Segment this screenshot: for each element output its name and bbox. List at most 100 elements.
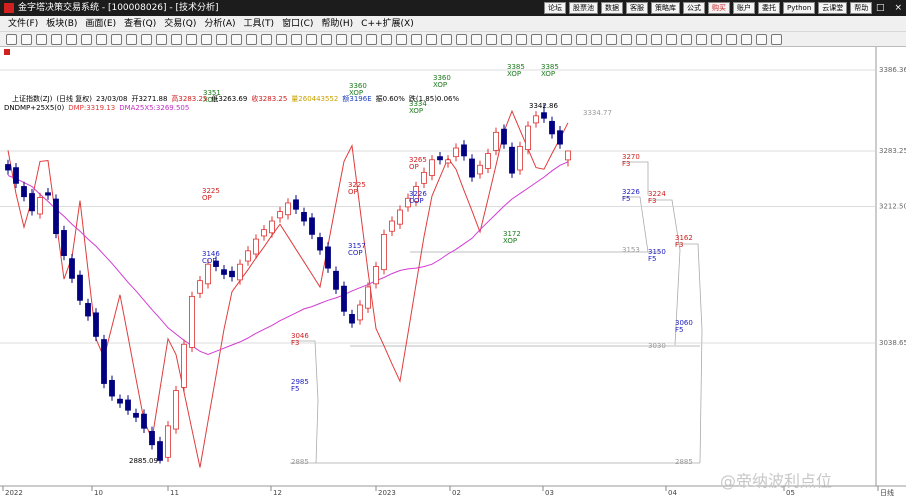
fib-tag: COP	[202, 257, 217, 265]
top-button[interactable]: 云课堂	[818, 2, 848, 14]
fib-tag: XOP	[409, 107, 423, 115]
fib-tag: F5	[622, 195, 630, 203]
x-tick-label: 10	[94, 489, 103, 497]
top-button[interactable]: 策略库	[651, 2, 680, 14]
candle-body	[293, 199, 299, 210]
fib-value: 3146	[202, 250, 220, 258]
tool-button[interactable]	[246, 34, 257, 45]
top-button[interactable]: 委托	[758, 2, 780, 14]
tool-button[interactable]	[366, 34, 377, 45]
tool-button[interactable]	[411, 34, 422, 45]
tool-button[interactable]	[336, 34, 347, 45]
top-button[interactable]: Python	[783, 2, 816, 14]
tool-button[interactable]	[771, 34, 782, 45]
top-button[interactable]: 公式	[683, 2, 705, 14]
tool-button[interactable]	[621, 34, 632, 45]
tool-button[interactable]	[561, 34, 572, 45]
tool-button[interactable]	[36, 34, 47, 45]
top-button[interactable]: 购买	[708, 2, 730, 14]
minimize[interactable]: –	[861, 3, 866, 13]
candle-body	[77, 274, 83, 301]
tool-button[interactable]	[486, 34, 497, 45]
tool-button[interactable]	[756, 34, 767, 45]
candle-body	[397, 209, 403, 225]
tool-button[interactable]	[156, 34, 167, 45]
indicator-item: DNDMP+25X5(0)	[4, 104, 65, 112]
tool-button[interactable]	[636, 34, 647, 45]
tool-button[interactable]	[651, 34, 662, 45]
tool-button[interactable]	[261, 34, 272, 45]
top-button[interactable]: 论坛	[544, 2, 566, 14]
tool-button[interactable]	[546, 34, 557, 45]
top-button[interactable]: 帮助	[850, 2, 873, 14]
fib-brackets	[290, 161, 703, 464]
tool-button[interactable]	[531, 34, 542, 45]
tool-button[interactable]	[111, 34, 122, 45]
tool-button[interactable]	[381, 34, 392, 45]
menu-item[interactable]: 交易(Q)	[164, 19, 197, 29]
tool-button[interactable]	[201, 34, 212, 45]
candle-body	[93, 312, 99, 337]
tool-button[interactable]	[276, 34, 287, 45]
tool-button[interactable]	[51, 34, 62, 45]
top-button[interactable]: 账户	[733, 2, 755, 14]
tool-button[interactable]	[396, 34, 407, 45]
menu-item[interactable]: C++扩展(X)	[361, 19, 414, 29]
tool-button[interactable]	[171, 34, 182, 45]
tool-button[interactable]	[681, 34, 692, 45]
menu-item[interactable]: 工具(T)	[243, 19, 275, 29]
tool-button[interactable]	[696, 34, 707, 45]
maximize[interactable]: □	[875, 3, 885, 13]
tool-button[interactable]	[351, 34, 362, 45]
candle-body	[53, 198, 59, 234]
tool-button[interactable]	[666, 34, 677, 45]
tool-button[interactable]	[591, 34, 602, 45]
tool-button[interactable]	[606, 34, 617, 45]
tool-button[interactable]	[426, 34, 437, 45]
close[interactable]: ×	[894, 3, 902, 13]
top-button[interactable]: 客服	[626, 2, 648, 14]
tool-button[interactable]	[516, 34, 527, 45]
fib-value: 3046	[291, 332, 309, 340]
tool-button[interactable]	[66, 34, 77, 45]
tool-button[interactable]	[471, 34, 482, 45]
tool-button[interactable]	[21, 34, 32, 45]
tool-button[interactable]	[231, 34, 242, 45]
tool-button[interactable]	[81, 34, 92, 45]
tool-button[interactable]	[726, 34, 737, 45]
tool-button[interactable]	[456, 34, 467, 45]
menu-item[interactable]: 帮助(H)	[321, 19, 354, 29]
tool-button[interactable]	[141, 34, 152, 45]
tool-button[interactable]	[6, 34, 17, 45]
menu-item[interactable]: 窗口(C)	[282, 19, 314, 29]
menu-item[interactable]: 画面(E)	[85, 19, 117, 29]
tool-button[interactable]	[96, 34, 107, 45]
fib-tag: OP	[409, 163, 419, 171]
top-button[interactable]: 股票池	[569, 2, 598, 14]
menu-item[interactable]: 板块(B)	[46, 19, 78, 29]
candle-body	[453, 147, 459, 158]
indicator-line	[7, 161, 569, 356]
tool-button[interactable]	[126, 34, 137, 45]
candle-body	[341, 285, 347, 312]
fib-tag: F5	[648, 255, 656, 263]
menu-item[interactable]: 查看(Q)	[124, 19, 157, 29]
fib-value: 2985	[291, 378, 309, 386]
tool-button[interactable]	[306, 34, 317, 45]
tool-button[interactable]	[711, 34, 722, 45]
tool-button[interactable]	[576, 34, 587, 45]
tool-button[interactable]	[441, 34, 452, 45]
menu-item[interactable]: 分析(A)	[204, 19, 236, 29]
tool-button[interactable]	[186, 34, 197, 45]
top-button[interactable]: 数据	[601, 2, 623, 14]
candle-body	[157, 441, 163, 461]
tool-button[interactable]	[741, 34, 752, 45]
menu-item[interactable]: 文件(F)	[8, 19, 39, 29]
tool-button[interactable]	[216, 34, 227, 45]
candle-body	[21, 186, 27, 198]
tool-button[interactable]	[501, 34, 512, 45]
fib-value: 3226	[409, 190, 427, 198]
info-item: 收3283.25	[251, 95, 288, 103]
tool-button[interactable]	[291, 34, 302, 45]
tool-button[interactable]	[321, 34, 332, 45]
